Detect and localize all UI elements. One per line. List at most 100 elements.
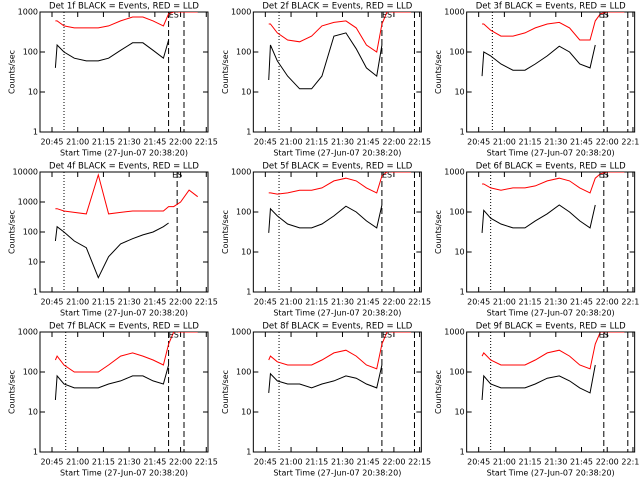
annotation: ES	[599, 11, 609, 20]
x-tick-label: 21:15	[92, 298, 115, 307]
y-tick-label: 1000	[231, 8, 251, 17]
plot-frame	[466, 171, 636, 293]
x-tick-label: 21:00	[280, 138, 303, 147]
data-line	[54, 39, 170, 68]
x-axis-label: Start Time (27-Jun-07 20:38:20)	[60, 469, 188, 478]
x-tick-label: 21:15	[519, 458, 542, 467]
annotation: ES	[382, 331, 392, 340]
x-tick-label: 21:30	[331, 458, 354, 467]
x-axis-label: Start Time (27-Jun-07 20:38:20)	[273, 469, 401, 478]
x-tick-label: 20:45	[254, 298, 277, 307]
x-tick-label: 21:30	[331, 298, 354, 307]
y-tick-label: 1	[460, 128, 465, 137]
panel: Det 9f BLACK = Events, RED = LLD Counts/s…	[434, 322, 640, 478]
x-tick-label: 22:00	[382, 298, 405, 307]
x-tick-label: 21:30	[544, 458, 567, 467]
y-axis-label: Counts/sec	[221, 210, 230, 254]
y-tick-label: 100	[236, 368, 251, 377]
x-tick-label: 22:00	[382, 138, 405, 147]
x-tick-label: 21:15	[519, 298, 542, 307]
x-tick-label: 22:15	[621, 298, 640, 307]
y-tick-label: 10	[241, 408, 251, 417]
data-line	[54, 332, 198, 373]
x-tick-label: 21:15	[305, 458, 328, 467]
plot-frame	[252, 11, 422, 133]
x-tick-label: 21:30	[118, 138, 141, 147]
x-tick-label: 22:00	[596, 138, 619, 147]
x-tick-label: 22:15	[408, 138, 431, 147]
x-tick-label: 21:00	[493, 458, 516, 467]
y-tick-label: 1000	[444, 168, 464, 177]
data-line	[268, 12, 412, 53]
y-tick-label: 1	[460, 288, 465, 297]
x-axis-label: Start Time (27-Jun-07 20:38:20)	[487, 469, 615, 478]
x-tick-label: 20:45	[254, 138, 277, 147]
x-tick-label: 22:00	[596, 298, 619, 307]
data-line	[481, 44, 596, 77]
y-tick-label: 100	[449, 208, 464, 217]
x-tick-label: 21:00	[280, 458, 303, 467]
x-tick-label: 21:45	[357, 298, 380, 307]
annotation: ES	[382, 11, 392, 20]
data-line	[481, 204, 596, 233]
y-tick-label: 1000	[18, 328, 38, 337]
x-tick-label: 21:00	[66, 138, 89, 147]
y-axis-label: Counts/sec	[221, 50, 230, 94]
x-tick-label: 20:45	[467, 458, 490, 467]
panel: Det 8f BLACK = Events, RED = LLD Counts/s…	[221, 322, 431, 478]
y-tick-label: 1000	[18, 198, 38, 207]
y-tick-label: 100	[236, 208, 251, 217]
y-axis-label: Counts/sec	[8, 50, 17, 94]
annotation: ES	[169, 331, 179, 340]
x-tick-label: 21:30	[544, 298, 567, 307]
plot-frame	[39, 11, 209, 133]
y-tick-label: 10	[28, 258, 38, 267]
y-tick-label: 10000	[13, 168, 38, 177]
y-tick-label: 1	[33, 128, 38, 137]
x-tick-label: 22:00	[169, 298, 192, 307]
x-tick-label: 21:45	[357, 138, 380, 147]
x-tick-label: 21:15	[92, 458, 115, 467]
chart-title: Det 8f BLACK = Events, RED = LLD	[262, 322, 412, 332]
y-tick-label: 1000	[231, 328, 251, 337]
plot-frame	[466, 11, 636, 133]
plot-frame	[39, 331, 209, 453]
chart-title: Det 5f BLACK = Events, RED = LLD	[262, 162, 412, 172]
y-tick-label: 10	[28, 88, 38, 97]
y-tick-label: 1000	[444, 328, 464, 337]
x-tick-label: 21:30	[118, 298, 141, 307]
x-tick-label: 22:15	[408, 458, 431, 467]
chart-title: Det 2f BLACK = Events, RED = LLD	[262, 2, 412, 12]
x-tick-label: 22:15	[195, 138, 218, 147]
x-axis-label: Start Time (27-Jun-07 20:38:20)	[60, 149, 188, 158]
data-line	[482, 12, 625, 41]
x-tick-label: 20:45	[254, 458, 277, 467]
chart-title: Det 1f BLACK = Events, RED = LLD	[49, 2, 199, 12]
y-tick-label: 10	[28, 408, 38, 417]
panel: Det 4f BLACK = Events, RED = LLD Counts/s…	[8, 162, 218, 318]
x-tick-label: 21:30	[544, 138, 567, 147]
data-line	[55, 12, 198, 29]
data-line	[54, 364, 170, 401]
y-tick-label: 1000	[444, 8, 464, 17]
x-tick-label: 22:00	[169, 138, 192, 147]
x-tick-label: 20:45	[40, 458, 63, 467]
plot-frame	[252, 331, 422, 453]
x-axis-label: Start Time (27-Jun-07 20:38:20)	[487, 149, 615, 158]
x-tick-label: 21:30	[118, 458, 141, 467]
x-tick-label: 20:45	[467, 138, 490, 147]
y-tick-label: 10	[241, 88, 251, 97]
x-axis-label: Start Time (27-Jun-07 20:38:20)	[273, 309, 401, 318]
x-tick-label: 21:45	[570, 138, 593, 147]
plot-frame	[466, 331, 636, 453]
y-tick-label: 1000	[231, 168, 251, 177]
panel: Det 7f BLACK = Events, RED = LLD Counts/s…	[8, 322, 218, 478]
y-axis-label: Counts/sec	[221, 370, 230, 414]
x-tick-label: 21:00	[66, 458, 89, 467]
y-tick-label: 10	[454, 248, 464, 257]
x-axis-label: Start Time (27-Jun-07 20:38:20)	[487, 309, 615, 318]
data-line	[268, 364, 383, 393]
y-tick-label: 1	[33, 288, 38, 297]
